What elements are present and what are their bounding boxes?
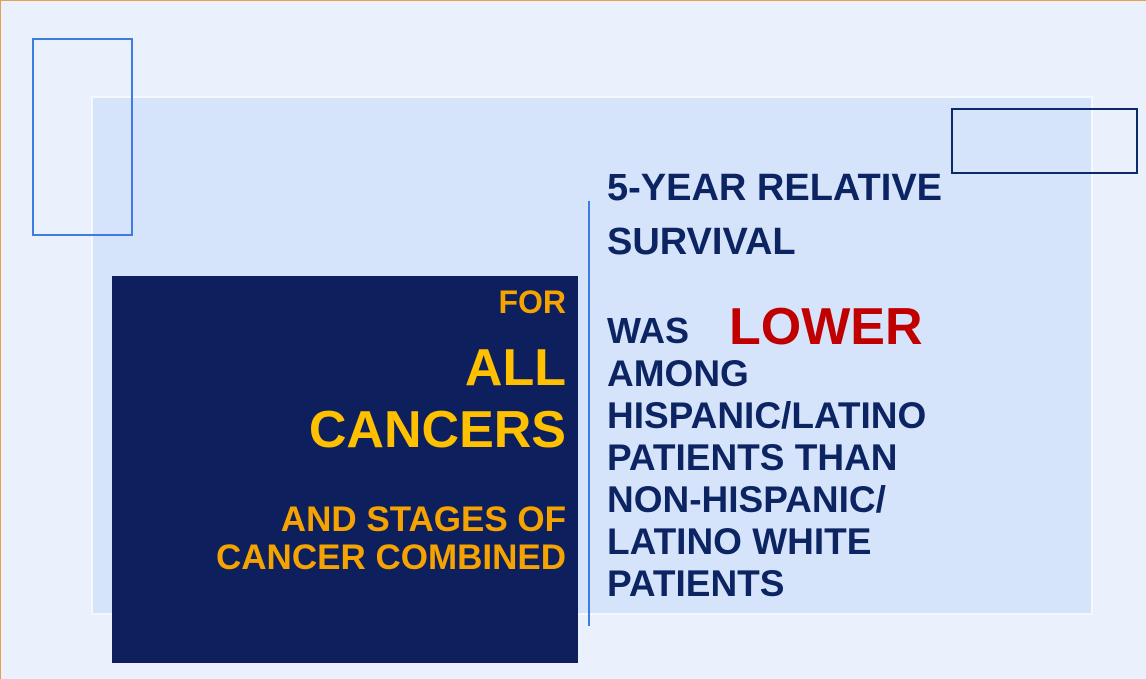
body-line: AMONG	[607, 353, 749, 394]
divider	[588, 201, 590, 626]
body-line: PATIENTS THAN	[607, 437, 898, 478]
left-box: FOR ALL CANCERS AND STAGES OF CANCER COM…	[112, 276, 578, 663]
heading-line: 5-YEAR RELATIVE	[607, 167, 943, 209]
body-line: LATINO WHITE	[607, 521, 872, 562]
left-line: ALL	[464, 339, 566, 397]
left-line: CANCERS	[308, 401, 566, 459]
body-line: HISPANIC/LATINO	[607, 395, 927, 436]
accent-outline-left	[32, 38, 133, 236]
left-line: AND STAGES OF	[280, 500, 566, 539]
body-line: PATIENTS	[607, 563, 785, 604]
accent-outline-right	[951, 108, 1138, 174]
left-line: FOR	[498, 284, 566, 320]
lower: LOWER	[729, 298, 923, 356]
body-line: NON-HISPANIC/	[607, 479, 886, 520]
left-line: CANCER COMBINED	[216, 538, 566, 577]
was: WAS	[607, 310, 690, 351]
heading-line: SURVIVAL	[607, 221, 796, 263]
